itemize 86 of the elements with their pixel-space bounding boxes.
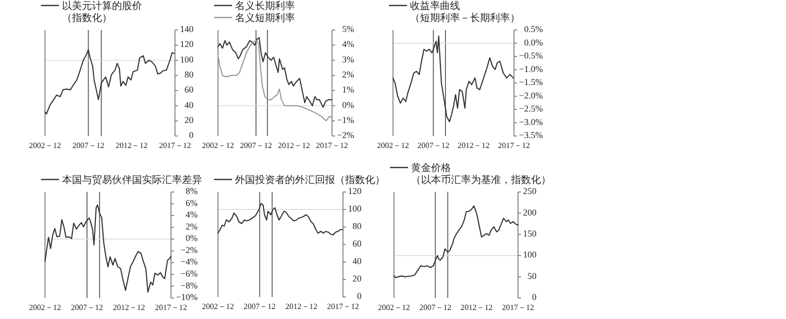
x-tick-label: 2007－12 bbox=[240, 141, 272, 150]
x-tick-label: 2002－12 bbox=[377, 141, 409, 150]
x-tick-label: 2007－12 bbox=[417, 141, 450, 150]
y-tick-label: −4% bbox=[180, 256, 198, 267]
y-tick-label: 0 bbox=[532, 292, 537, 302]
line-series bbox=[44, 49, 175, 115]
y-tick-label: 0.5% bbox=[524, 24, 544, 34]
line-series bbox=[217, 202, 344, 236]
y-tick-label: 250 bbox=[523, 186, 537, 196]
y-tick-label: −2% bbox=[180, 244, 198, 255]
y-tick-label: −3.5% bbox=[519, 130, 544, 140]
x-tick-label: 2012－12 bbox=[278, 141, 310, 150]
y-tick-label: 20 bbox=[352, 274, 362, 284]
y-tick-label: −6% bbox=[180, 268, 198, 279]
legend-label: 名义长期利率 bbox=[235, 0, 295, 12]
legend-label: 以美元计算的股价（指数化） bbox=[62, 0, 142, 24]
y-tick-label: 40 bbox=[352, 256, 362, 266]
y-tick-label: 80 bbox=[352, 221, 362, 232]
legend-label: 外国投资者的外汇回报（指数化） bbox=[235, 174, 385, 186]
y-tick-label: −10% bbox=[176, 292, 198, 302]
legend-label: 黄金价格（以本币汇率为基准，指数化） bbox=[411, 162, 551, 186]
x-tick-label: 2007－12 bbox=[72, 141, 104, 150]
y-tick-label: 20 bbox=[184, 114, 194, 125]
x-tick-label: 2007－12 bbox=[419, 303, 452, 312]
y-tick-label: 6% bbox=[186, 198, 198, 208]
y-tick-label: 150 bbox=[523, 228, 537, 238]
y-tick-label: 100 bbox=[180, 54, 194, 64]
y-tick-label: 5% bbox=[342, 24, 355, 34]
y-tick-label: −1.5% bbox=[519, 77, 544, 88]
y-tick-label: 100 bbox=[523, 250, 537, 260]
y-tick-label: 140 bbox=[180, 24, 194, 34]
x-tick-label: 2007－12 bbox=[244, 302, 276, 311]
y-tick-label: 80 bbox=[184, 69, 194, 80]
y-tick-label: 8% bbox=[186, 186, 198, 196]
x-tick-label: 2002－12 bbox=[202, 302, 234, 311]
y-tick-label: −2% bbox=[337, 130, 355, 140]
y-tick-label: −2.5% bbox=[519, 104, 544, 114]
line-series bbox=[217, 40, 333, 122]
legend-label: 本国与贸易伙伴国实际汇率差异 bbox=[62, 174, 202, 186]
x-tick-label: 2002－12 bbox=[29, 141, 61, 150]
y-tick-label: −2.0% bbox=[519, 90, 544, 100]
y-tick-label: 0.0% bbox=[524, 37, 544, 48]
legend-label: 收益率曲线（短期利率－长期利率） bbox=[410, 0, 520, 24]
x-tick-label: 2012－12 bbox=[458, 141, 490, 150]
y-tick-label: 200 bbox=[523, 207, 537, 218]
y-tick-label: 0 bbox=[189, 130, 194, 140]
line-series bbox=[44, 204, 172, 293]
x-tick-label: 2017－12 bbox=[502, 303, 534, 312]
x-tick-label: 2002－12 bbox=[378, 303, 410, 312]
y-tick-label: 3% bbox=[342, 54, 355, 64]
y-tick-label: 4% bbox=[342, 39, 355, 50]
x-tick-label: 2017－12 bbox=[327, 302, 359, 311]
y-tick-label: 60 bbox=[184, 84, 194, 95]
y-tick-label: −0.5% bbox=[519, 50, 544, 61]
line-series bbox=[392, 36, 514, 122]
y-tick-label: 120 bbox=[180, 39, 194, 50]
x-tick-label: 2017－12 bbox=[159, 141, 191, 150]
y-tick-label: 0% bbox=[186, 233, 198, 244]
x-tick-label: 2002－12 bbox=[29, 303, 61, 312]
x-tick-label: 2017－12 bbox=[498, 141, 530, 150]
x-tick-label: 2012－12 bbox=[116, 141, 148, 150]
y-tick-label: 40 bbox=[184, 100, 194, 110]
y-tick-label: 100 bbox=[348, 204, 362, 214]
line-series bbox=[217, 37, 333, 108]
y-tick-label: 50 bbox=[528, 270, 537, 281]
y-tick-label: 0 bbox=[357, 291, 362, 302]
legend-label: 名义短期利率 bbox=[235, 12, 295, 24]
y-tick-label: 2% bbox=[342, 69, 355, 80]
y-tick-label: −8% bbox=[180, 280, 198, 290]
x-tick-label: 2012－12 bbox=[285, 302, 318, 311]
y-tick-label: 2% bbox=[186, 221, 198, 232]
y-tick-label: −3.0% bbox=[519, 116, 544, 127]
y-tick-label: 60 bbox=[352, 238, 362, 249]
x-tick-label: 2012－12 bbox=[460, 303, 493, 312]
x-tick-label: 2002－12 bbox=[202, 141, 234, 150]
y-tick-label: 4% bbox=[186, 210, 198, 220]
y-tick-label: −1% bbox=[337, 114, 355, 125]
x-tick-label: 2017－12 bbox=[316, 141, 348, 150]
x-tick-label: 2007－12 bbox=[71, 303, 103, 312]
line-series bbox=[393, 205, 519, 278]
y-tick-label: 1% bbox=[342, 84, 355, 95]
x-tick-label: 2017－12 bbox=[155, 303, 187, 312]
y-tick-label: 120 bbox=[348, 186, 362, 196]
y-tick-label: −1.0% bbox=[519, 64, 544, 74]
y-tick-label: 0% bbox=[342, 100, 355, 110]
x-tick-label: 2012－12 bbox=[113, 303, 145, 312]
